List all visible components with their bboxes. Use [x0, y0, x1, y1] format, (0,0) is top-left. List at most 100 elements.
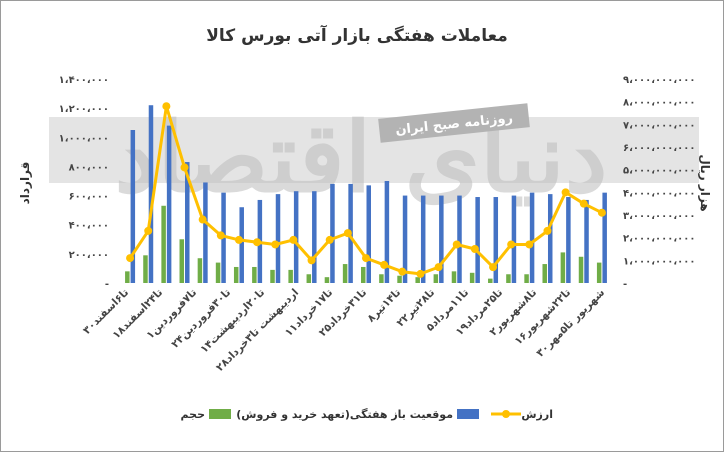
point-value	[325, 235, 334, 244]
point-value	[489, 263, 498, 272]
y-axis-right-ticks: - ۱،۰۰۰،۰۰۰،۰۰۰ ۲،۰۰۰،۰۰۰،۰۰۰ ۳،۰۰۰،۰۰۰،۰۰۰…	[623, 75, 695, 290]
y-left-tick-label: ۱،۴۰۰،۰۰۰	[59, 75, 109, 86]
point-value	[271, 240, 280, 249]
point-value	[525, 240, 534, 249]
bar-volume	[361, 266, 366, 283]
bar-open-interest	[402, 195, 408, 283]
bar-open-interest	[185, 162, 190, 283]
point-value	[343, 229, 352, 238]
y-right-tick-label: ۵،۰۰۰،۰۰۰،۰۰۰	[623, 166, 695, 177]
bar-open-interest	[493, 197, 499, 283]
point-value	[180, 163, 189, 172]
y-right-tick-label: ۷،۰۰۰،۰۰۰،۰۰۰	[623, 120, 695, 131]
point-value	[452, 240, 461, 249]
y-right-tick-label: ۹،۰۰۰،۰۰۰،۰۰۰	[623, 75, 695, 86]
legend-swatch-volume	[209, 409, 231, 419]
bar-open-interest	[312, 191, 317, 283]
bar-open-interest	[584, 199, 589, 283]
legend: حجم موقعیت باز هفتگی(تعهد خرید و فروش) ا…	[181, 408, 553, 421]
bar-open-interest	[148, 105, 154, 283]
bar-open-interest	[203, 182, 208, 283]
point-value	[579, 199, 588, 208]
point-value	[253, 238, 262, 247]
bar-open-interest	[420, 195, 426, 283]
y-left-tick-label: ۴۰۰،۰۰۰	[69, 221, 109, 232]
point-value	[289, 235, 298, 244]
point-value	[543, 226, 552, 235]
point-value	[234, 235, 243, 244]
bar-volume	[252, 266, 257, 283]
bar-volume	[215, 262, 221, 283]
bar-volume	[524, 274, 529, 283]
point-value	[597, 208, 606, 217]
point-value	[162, 102, 171, 111]
bar-volume	[270, 269, 275, 283]
bar-open-interest	[439, 195, 444, 283]
bar-open-interest	[275, 194, 281, 283]
point-value	[434, 263, 443, 272]
y-right-tick-label: ۱،۰۰۰،۰۰۰،۰۰۰	[623, 256, 695, 267]
bar-volume	[542, 264, 547, 283]
bar-open-interest	[130, 130, 136, 283]
bar-open-interest	[475, 197, 480, 283]
y-right-tick-label: ۶،۰۰۰،۰۰۰،۰۰۰	[623, 143, 695, 154]
bar-volume	[143, 255, 148, 283]
bar-volume	[125, 271, 130, 283]
bar-volume	[596, 262, 602, 283]
bar-volume	[179, 239, 185, 283]
bar-volume	[161, 205, 166, 283]
x-axis-labels: ۳۰تا۶اسفند۱۸تا۲۴اسفند۱تا۷فروردین۲۴تا۳۰فر…	[81, 287, 607, 374]
bar-volume	[288, 269, 293, 283]
point-value	[216, 231, 225, 240]
bar-open-interest	[366, 185, 371, 283]
bar-open-interest	[547, 194, 553, 283]
y-left-tick-label: -	[105, 279, 109, 290]
bar-volume	[197, 258, 203, 283]
bar-open-interest	[529, 192, 535, 283]
bar-volume	[415, 277, 420, 283]
bar-volume	[397, 275, 402, 283]
x-tick-label: ۲۴تا۳۰فروردین	[169, 287, 233, 351]
bar-volume	[306, 274, 312, 283]
y-axis-left-ticks: - ۲۰۰،۰۰۰ ۴۰۰،۰۰۰ ۶۰۰،۰۰۰ ۸۰۰،۰۰۰ ۱،۰۰۰،۰۰۰ ۱،…	[59, 75, 109, 290]
bar-open-interest	[384, 181, 390, 283]
bar-open-interest	[602, 192, 607, 283]
point-value	[507, 240, 516, 249]
y-axis-left-title: قرارداد	[18, 162, 32, 205]
y-left-tick-label: ۱،۰۰۰،۰۰۰	[59, 133, 109, 144]
bar-open-interest	[511, 195, 517, 283]
y-right-tick-label: ۴،۰۰۰،۰۰۰،۰۰۰	[623, 188, 695, 199]
bar-open-interest	[457, 195, 462, 283]
point-value	[126, 254, 135, 263]
point-value	[470, 245, 479, 253]
bar-volume	[324, 277, 330, 283]
point-value	[144, 226, 153, 235]
bar-open-interest	[566, 197, 571, 283]
bar-volume	[342, 264, 348, 283]
legend-swatch-open-interest	[457, 409, 479, 419]
point-value	[198, 215, 207, 224]
watermark-banner	[378, 103, 530, 143]
line-series	[126, 102, 606, 278]
bar-volume	[233, 266, 239, 283]
point-value	[362, 254, 370, 263]
y-left-tick-label: ۱،۲۰۰،۰۰۰	[59, 104, 109, 115]
bar-volume	[488, 278, 493, 283]
legend-marker-value	[502, 410, 510, 418]
y-right-tick-label: ۸،۰۰۰،۰۰۰،۰۰۰	[623, 98, 695, 109]
bar-open-interest	[239, 207, 244, 283]
bar-volume	[560, 252, 566, 283]
bar-volume	[469, 272, 475, 283]
y-left-tick-label: ۲۰۰،۰۰۰	[69, 250, 109, 261]
bar-open-interest	[330, 183, 335, 283]
y-right-tick-label: ۳،۰۰۰،۰۰۰،۰۰۰	[623, 211, 695, 222]
y-left-tick-label: ۸۰۰،۰۰۰	[69, 162, 109, 173]
legend-label-open-interest: موقعیت باز هفتگی(تعهد خرید و فروش)	[236, 408, 453, 421]
bar-open-interest	[166, 125, 172, 283]
point-value	[380, 260, 389, 269]
bar-volume	[506, 274, 511, 283]
legend-label-value: ارزش	[521, 408, 553, 421]
point-value	[561, 188, 570, 197]
